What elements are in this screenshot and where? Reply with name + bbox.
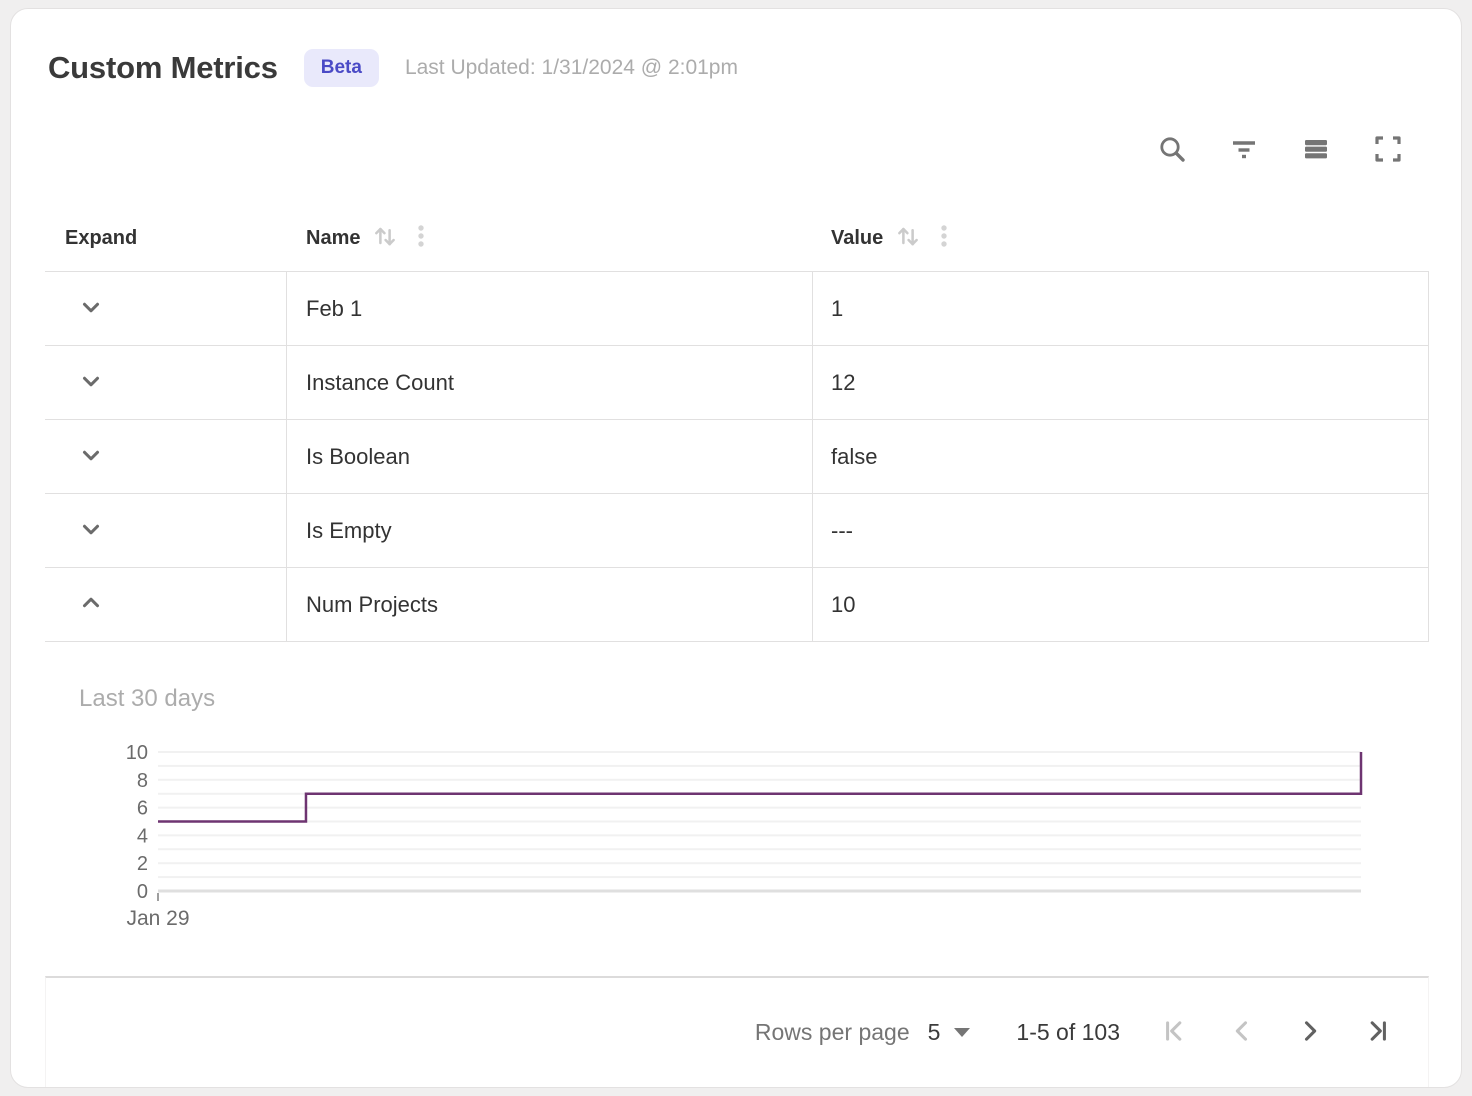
chart-title: Last 30 days bbox=[79, 685, 216, 712]
header: Custom Metrics Beta Last Updated: 1/31/2… bbox=[48, 49, 738, 87]
fullscreen-button[interactable] bbox=[1371, 133, 1405, 167]
column-label-name: Name bbox=[306, 227, 361, 249]
next-page-button[interactable] bbox=[1296, 1019, 1324, 1047]
rows-per-page-value: 5 bbox=[927, 1019, 941, 1045]
chevron-up-icon bbox=[78, 590, 104, 619]
expand-row-button[interactable] bbox=[76, 294, 106, 324]
table-row: Is Boolean false bbox=[45, 420, 1429, 494]
table-row: Instance Count 12 bbox=[45, 346, 1429, 420]
filter-icon bbox=[1228, 133, 1260, 168]
expand-row-button[interactable] bbox=[76, 442, 106, 472]
search-icon bbox=[1156, 133, 1188, 168]
first-page-icon bbox=[1160, 1017, 1188, 1048]
column-label-expand: Expand bbox=[65, 227, 138, 249]
first-page-button[interactable] bbox=[1160, 1019, 1188, 1047]
sort-icon[interactable] bbox=[893, 221, 923, 256]
expand-row-button[interactable] bbox=[76, 516, 106, 546]
rows-per-page-label: Rows per page bbox=[754, 1019, 910, 1045]
metric-value: 12 bbox=[813, 346, 1429, 419]
svg-text:2: 2 bbox=[137, 853, 148, 875]
table-header-row: Expand Name Value bbox=[45, 206, 1429, 271]
column-header-name[interactable]: Name bbox=[287, 221, 813, 256]
filter-button[interactable] bbox=[1227, 133, 1261, 167]
last-page-button[interactable] bbox=[1364, 1019, 1392, 1047]
svg-text:Jan 29: Jan 29 bbox=[126, 907, 189, 930]
metric-value: --- bbox=[813, 494, 1429, 567]
metric-value: 10 bbox=[813, 568, 1429, 641]
density-icon bbox=[1300, 133, 1332, 168]
expand-row-button[interactable] bbox=[76, 368, 106, 398]
page-title: Custom Metrics bbox=[48, 50, 278, 85]
chevron-down-icon bbox=[78, 516, 104, 545]
metric-name: Instance Count bbox=[287, 346, 813, 419]
table-row: Feb 1 1 bbox=[45, 272, 1429, 346]
chevron-left-icon bbox=[1228, 1017, 1256, 1048]
previous-page-button[interactable] bbox=[1228, 1019, 1256, 1047]
table-row: Num Projects 10 bbox=[45, 568, 1429, 642]
svg-text:4: 4 bbox=[137, 825, 148, 847]
metric-name: Feb 1 bbox=[287, 272, 813, 345]
metric-name: Is Boolean bbox=[287, 420, 813, 493]
column-header-expand: Expand bbox=[45, 227, 287, 250]
column-menu-icon[interactable] bbox=[410, 222, 432, 255]
column-menu-icon[interactable] bbox=[933, 222, 955, 255]
chevron-down-icon bbox=[78, 442, 104, 471]
collapse-row-button[interactable] bbox=[76, 590, 106, 620]
column-header-value[interactable]: Value bbox=[813, 221, 1429, 256]
caret-down-icon bbox=[954, 1028, 971, 1037]
density-button[interactable] bbox=[1299, 133, 1333, 167]
rows-per-page-select[interactable]: 5 bbox=[928, 1019, 971, 1046]
table-row: Is Empty --- bbox=[45, 494, 1429, 568]
table-body: Feb 1 1 Instance Count 12 Is Boole bbox=[45, 271, 1429, 642]
svg-text:0: 0 bbox=[137, 881, 148, 903]
num-projects-step-chart: 0 2 4 6 8 10 Jan 29 bbox=[126, 742, 1363, 930]
svg-text:10: 10 bbox=[126, 742, 148, 764]
metric-value: 1 bbox=[813, 272, 1429, 345]
grid-toolbar bbox=[1155, 133, 1405, 167]
metric-name: Num Projects bbox=[287, 568, 813, 641]
svg-text:8: 8 bbox=[137, 770, 148, 792]
last-updated-text: Last Updated: 1/31/2024 @ 2:01pm bbox=[404, 56, 738, 79]
svg-text:6: 6 bbox=[137, 798, 148, 820]
metric-value: false bbox=[813, 420, 1429, 493]
search-button[interactable] bbox=[1155, 133, 1189, 167]
metric-name: Is Empty bbox=[287, 494, 813, 567]
pager-controls bbox=[1160, 1019, 1392, 1047]
chevron-right-icon bbox=[1296, 1017, 1324, 1048]
sort-icon[interactable] bbox=[370, 221, 400, 256]
column-label-value: Value bbox=[831, 227, 884, 249]
custom-metrics-card: Custom Metrics Beta Last Updated: 1/31/2… bbox=[10, 8, 1462, 1088]
last-page-icon bbox=[1364, 1017, 1392, 1048]
metrics-table: Expand Name Value bbox=[45, 206, 1429, 642]
fullscreen-icon bbox=[1372, 133, 1404, 168]
pagination-footer: Rows per page 5 1-5 of 103 bbox=[45, 976, 1429, 1087]
chevron-down-icon bbox=[78, 294, 104, 323]
beta-badge: Beta bbox=[303, 49, 379, 87]
pagination-range: 1-5 of 103 bbox=[1016, 1019, 1120, 1045]
chevron-down-icon bbox=[78, 368, 104, 397]
